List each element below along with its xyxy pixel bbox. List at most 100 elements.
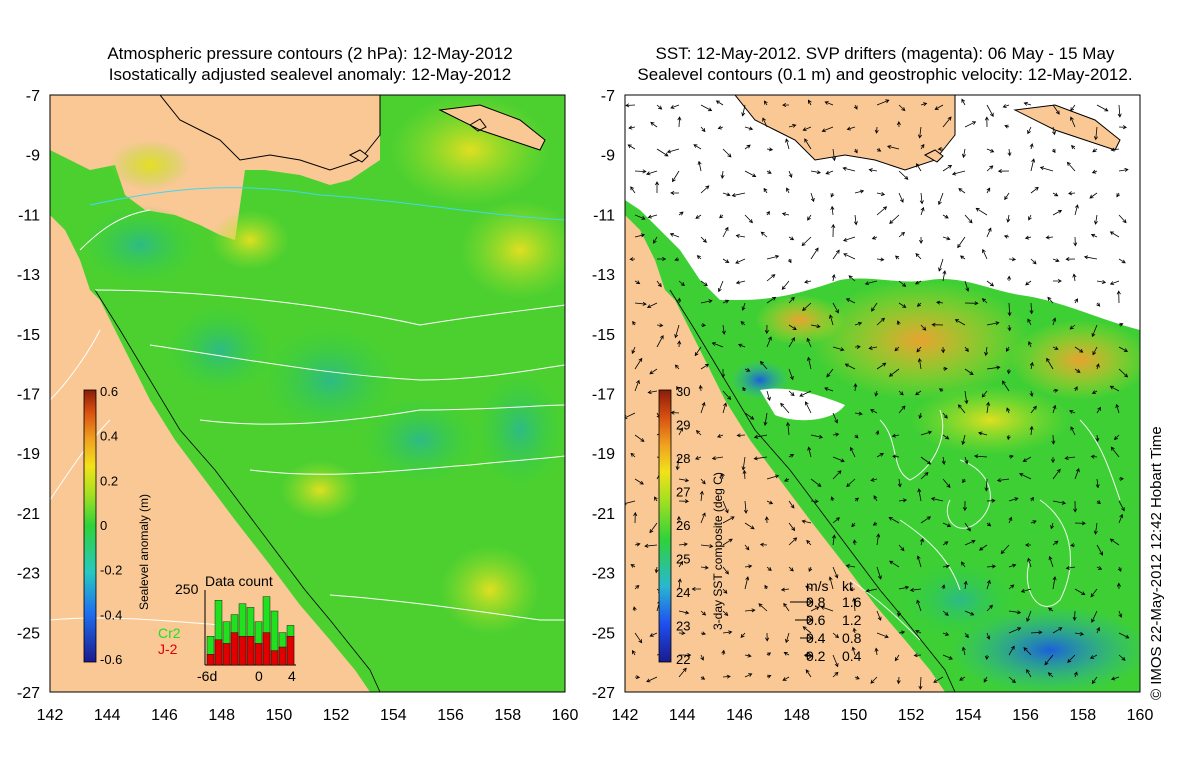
velocity-arrow [1074,346,1084,353]
velocity-arrow [677,578,682,590]
velocity-arrow [1116,192,1121,198]
colorbar-tick: 27 [676,485,690,500]
velocity-arrow [1095,434,1100,443]
velocity-arrow [801,519,812,524]
velocity-arrow [832,470,842,480]
velocity-arrow [1118,610,1123,618]
velocity-arrow [788,296,795,304]
velocity-arrow [780,402,790,414]
velocity-arrow [915,252,922,260]
velocity-arrow [807,214,812,221]
left-lon-tick: 142 [37,707,64,724]
velocity-arrow [1074,631,1085,636]
velocity-arrow [634,169,647,174]
velocity-arrow [964,121,977,128]
velocity-arrow [846,478,856,488]
velocity-arrow [700,280,708,287]
velocity-arrow [650,121,658,128]
velocity-arrow [699,490,704,502]
velocity-arrow [742,469,747,480]
velocity-arrow [938,258,944,272]
velocity-arrow [1117,104,1122,118]
velocity-arrow [1008,676,1016,684]
velocity-arrow [763,187,768,194]
axis-labels: -7 -9 -11 -13 -15 -17 -19 -21 -23 -25 -27 142 144 146… [17,88,1154,724]
velocity-arrow [632,320,636,326]
velocity-arrow [632,606,637,612]
velocity-arrow [941,456,946,465]
velocity-arrow [986,632,991,640]
velocity-arrow [700,544,714,549]
velocity-arrow [753,434,768,439]
series-cr2-label: Cr2 [158,625,181,641]
velocity-arrow [674,257,680,262]
velocity-arrow [634,301,647,306]
velocity-arrow [964,632,969,639]
velocity-arrow [918,676,923,690]
velocity-arrow [700,299,713,304]
velocity-arrow [1029,390,1034,398]
velocity-arrow [986,187,991,194]
velocity-arrow [930,497,944,502]
velocity-arrow [898,104,906,112]
velocity-arrow [1020,588,1032,593]
velocity-arrow [810,478,822,487]
left-high-anomaly-6 [110,140,190,190]
cloud-mask [625,95,1140,330]
velocity-arrow [1052,576,1057,590]
velocity-arrow [851,522,856,528]
velocity-arrow [696,255,702,260]
velocity-arrow [677,116,682,128]
velocity-arrow [984,478,989,492]
velocity-arrow [920,537,924,546]
velocity-arrow [898,498,908,503]
velocity-arrow [649,368,658,375]
velocity-arrow [986,104,994,118]
colorbar-tick: 0.4 [100,429,118,444]
velocity-arrow [1024,235,1032,240]
velocity-arrow [1095,478,1100,489]
velocity-arrow [740,321,746,326]
velocity-arrow [916,555,922,568]
velocity-arrow [655,181,660,193]
velocity-arrow [964,280,970,292]
velocity-arrow [942,270,947,282]
velocity-arrow [722,674,731,679]
velocity-arrow [820,605,834,612]
velocity-arrow [845,564,856,569]
velocity-arrow [964,539,976,546]
right-lon-tick: 144 [669,707,696,724]
velocity-arrow [986,401,991,414]
velocity-arrow [896,676,901,685]
velocity-arrow [788,236,795,241]
velocity-arrow [1047,672,1054,678]
velocity-arrow [1073,671,1078,678]
velocity-arrow [786,421,791,436]
velocity-arrow [962,148,967,159]
velocity-arrow [764,324,769,335]
velocity-arrow [986,321,1000,326]
velocity-legend-ms-header: m/s [806,578,829,594]
velocity-arrow [1089,192,1098,199]
velocity-arrow [864,280,878,286]
velocity-arrow [788,566,794,572]
velocity-arrow [1109,538,1120,546]
velocity-arrow [788,368,794,381]
velocity-arrow [961,646,966,656]
velocity-arrow [889,214,900,224]
velocity-arrow [700,610,707,616]
right-map-frame [624,94,1141,693]
sst-warm-patch-3 [755,295,845,345]
right-lon-tick: 160 [1127,707,1154,724]
right-title: SST: 12-May-2012. SVP drifters (magenta)… [590,43,1180,85]
velocity-arrow [1093,126,1099,141]
velocity-arrow [1070,543,1076,548]
velocity-arrow [783,652,790,656]
velocity-arrow [896,610,901,617]
left-high-anomaly-5 [280,460,360,520]
velocity-arrow [920,206,925,216]
left-low-anomaly-1 [80,205,200,285]
velocity-arrow [717,125,724,130]
velocity-arrow [1052,192,1059,197]
